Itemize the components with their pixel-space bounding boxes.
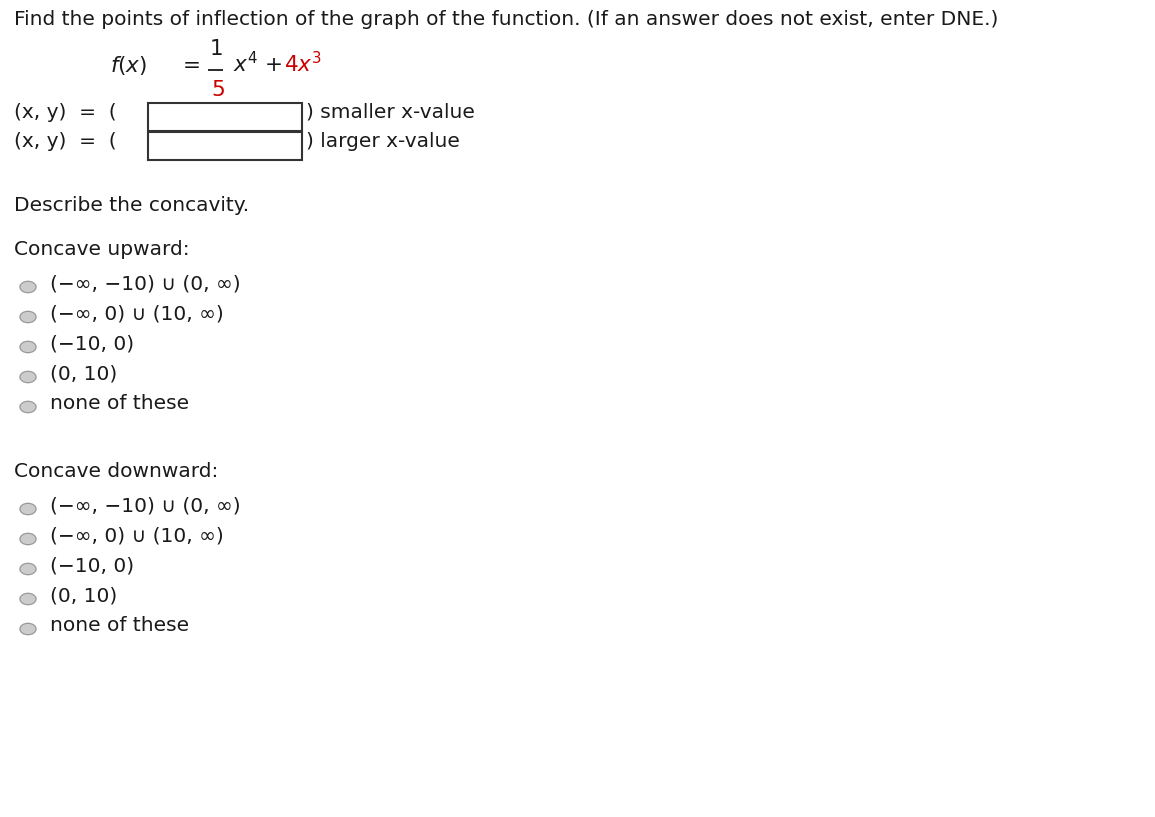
Text: none of these: none of these [50,394,189,413]
Text: (−10, 0): (−10, 0) [50,556,134,575]
Text: =: = [182,56,201,76]
Text: (0, 10): (0, 10) [50,586,118,605]
Text: (0, 10): (0, 10) [50,364,118,383]
Text: (x, y)  =  (: (x, y) = ( [14,103,117,122]
Text: $\mathit{f}(\mathit{x})$: $\mathit{f}(\mathit{x})$ [110,54,147,77]
Text: none of these: none of these [50,616,189,635]
Text: (−∞, −10) ∪ (0, ∞): (−∞, −10) ∪ (0, ∞) [50,496,240,515]
Text: 5: 5 [211,80,225,100]
Text: Describe the concavity.: Describe the concavity. [14,196,249,215]
Text: $\mathit{x}^4$ +: $\mathit{x}^4$ + [233,51,284,76]
Text: (−10, 0): (−10, 0) [50,334,134,353]
Text: (−∞, 0) ∪ (10, ∞): (−∞, 0) ∪ (10, ∞) [50,526,224,545]
Text: (−∞, −10) ∪ (0, ∞): (−∞, −10) ∪ (0, ∞) [50,274,240,293]
Text: Concave downward:: Concave downward: [14,462,218,481]
Text: Concave upward:: Concave upward: [14,240,189,259]
Text: 1: 1 [210,39,224,59]
Text: (−∞, 0) ∪ (10, ∞): (−∞, 0) ∪ (10, ∞) [50,304,224,323]
Text: ) smaller x-value: ) smaller x-value [306,103,475,122]
Text: (x, y)  =  (: (x, y) = ( [14,132,117,151]
Text: ) larger x-value: ) larger x-value [306,132,460,151]
Text: Find the points of inflection of the graph of the function. (If an answer does n: Find the points of inflection of the gra… [14,10,998,29]
Text: $\mathit{4x}^3$: $\mathit{4x}^3$ [284,51,322,76]
